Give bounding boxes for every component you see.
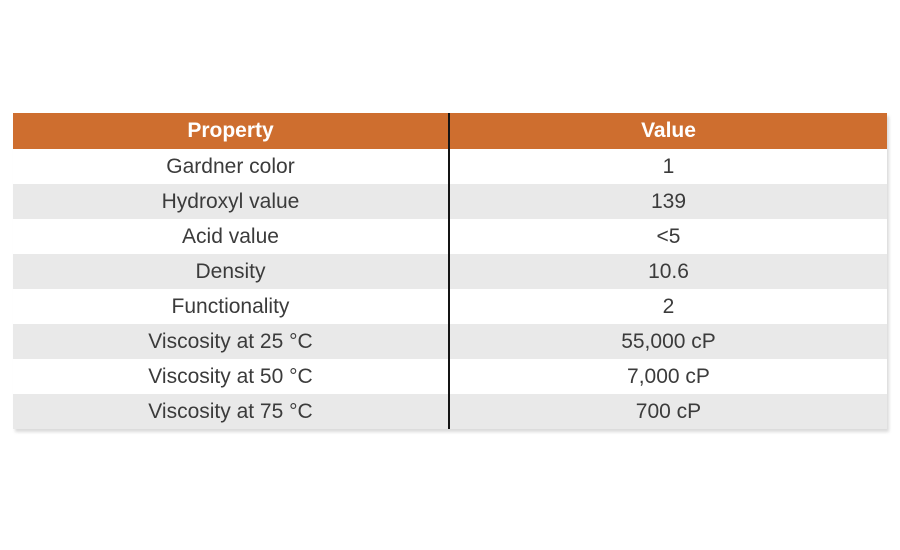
property-column-header: Property [13, 113, 449, 149]
property-cell: Viscosity at 50 °C [13, 359, 449, 394]
property-cell: Density [13, 254, 449, 289]
table-row: Viscosity at 50 °C 7,000 cP [13, 359, 887, 394]
property-cell: Viscosity at 25 °C [13, 324, 449, 359]
property-cell: Acid value [13, 219, 449, 254]
table-header: Property Value [13, 113, 887, 149]
value-cell: 139 [448, 184, 887, 219]
table-row: Functionality 2 [13, 289, 887, 324]
property-cell: Hydroxyl value [13, 184, 449, 219]
value-cell: <5 [448, 219, 887, 254]
table-row: Density 10.6 [13, 254, 887, 289]
value-cell: 700 cP [448, 394, 887, 429]
value-cell: 10.6 [448, 254, 887, 289]
header-row: Property Value [13, 113, 887, 149]
table-row: Acid value <5 [13, 219, 887, 254]
table-row: Viscosity at 25 °C 55,000 cP [13, 324, 887, 359]
property-cell: Gardner color [13, 149, 449, 184]
table-body: Gardner color 1 Hydroxyl value 139 Acid valu… [13, 149, 887, 429]
table-row: Hydroxyl value 139 [13, 184, 887, 219]
property-cell: Functionality [13, 289, 449, 324]
property-cell: Viscosity at 75 °C [13, 394, 449, 429]
table-row: Gardner color 1 [13, 149, 887, 184]
table-row: Viscosity at 75 °C 700 cP [13, 394, 887, 429]
value-cell: 7,000 cP [448, 359, 887, 394]
properties-table-container: Property Value Gardner color 1 Hydroxyl va… [13, 113, 887, 429]
value-cell: 2 [448, 289, 887, 324]
value-column-header: Value [448, 113, 887, 149]
properties-table: Property Value Gardner color 1 Hydroxyl va… [13, 113, 887, 429]
value-cell: 55,000 cP [448, 324, 887, 359]
value-cell: 1 [448, 149, 887, 184]
